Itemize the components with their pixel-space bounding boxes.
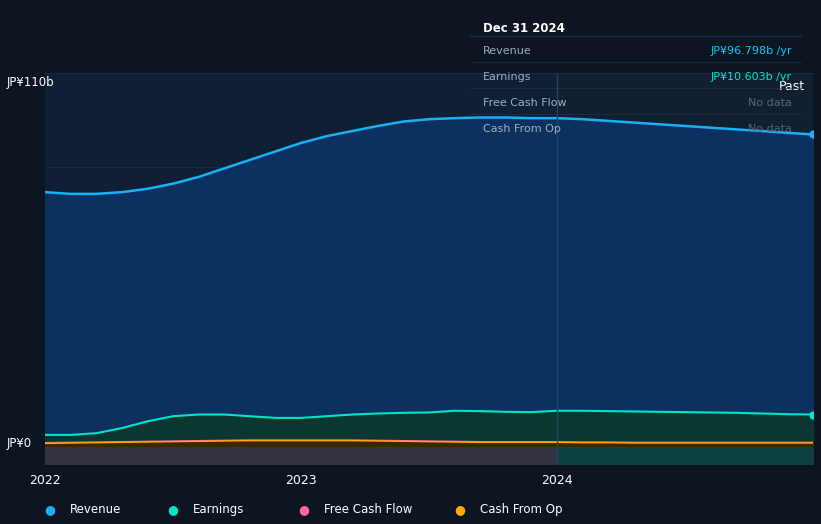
Text: Dec 31 2024: Dec 31 2024 (483, 22, 565, 35)
Text: JP¥96.798b /yr: JP¥96.798b /yr (710, 46, 792, 56)
Text: No data: No data (748, 97, 792, 108)
Text: No data: No data (748, 124, 792, 134)
Text: ●: ● (167, 503, 178, 516)
Bar (557, 73, 813, 464)
Text: Cash From Op: Cash From Op (480, 503, 562, 516)
Text: Revenue: Revenue (483, 46, 532, 56)
Text: 2024: 2024 (541, 474, 573, 487)
Text: Earnings: Earnings (483, 72, 531, 82)
Text: Past: Past (779, 80, 805, 93)
Text: Earnings: Earnings (193, 503, 245, 516)
Text: Free Cash Flow: Free Cash Flow (324, 503, 413, 516)
Text: Cash From Op: Cash From Op (483, 124, 561, 134)
Text: JP¥0: JP¥0 (7, 436, 32, 450)
Text: ●: ● (454, 503, 466, 516)
Text: 2022: 2022 (30, 474, 61, 487)
Text: ●: ● (44, 503, 55, 516)
Text: Revenue: Revenue (70, 503, 122, 516)
Text: ●: ● (298, 503, 310, 516)
Text: JP¥110b: JP¥110b (7, 76, 54, 89)
Text: JP¥10.603b /yr: JP¥10.603b /yr (711, 72, 792, 82)
Text: Free Cash Flow: Free Cash Flow (483, 97, 566, 108)
Text: 2023: 2023 (285, 474, 317, 487)
